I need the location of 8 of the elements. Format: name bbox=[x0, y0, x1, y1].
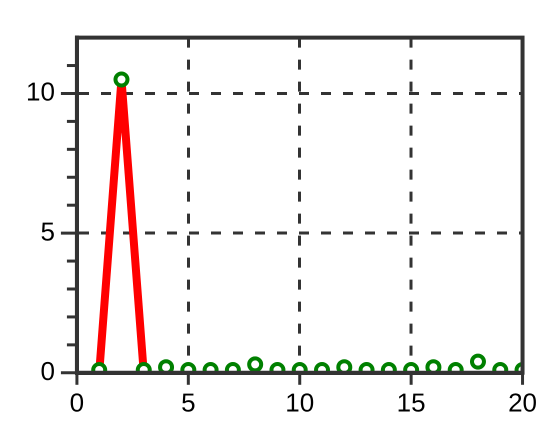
x-tick-label: 0 bbox=[70, 388, 84, 418]
y-tick-label: 10 bbox=[26, 76, 55, 107]
y-tick-label: 5 bbox=[40, 216, 55, 246]
y-tick-label: 0 bbox=[40, 356, 55, 386]
x-tick-label: 5 bbox=[181, 388, 196, 418]
x-tick-label: 15 bbox=[396, 388, 426, 418]
x-tick-label: 10 bbox=[285, 388, 314, 418]
x-tick-label: 20 bbox=[508, 388, 537, 418]
